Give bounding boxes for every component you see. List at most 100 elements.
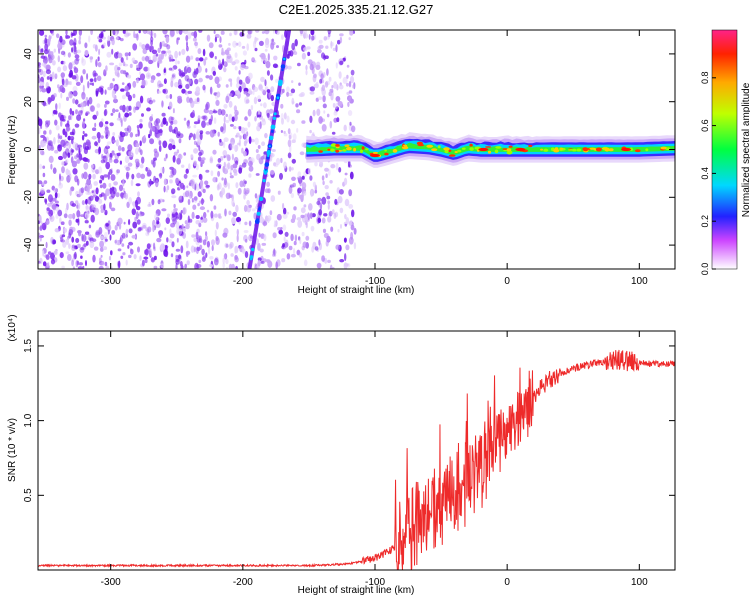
noise-speckle [38,68,42,73]
noise-speckle [229,175,234,179]
noise-speckle [60,120,63,127]
noise-speckle [290,192,295,199]
noise-speckle [38,215,42,223]
noise-speckle [195,86,201,94]
noise-speckle [215,236,219,241]
noise-speckle [63,227,68,233]
noise-speckle [160,166,165,174]
noise-speckle [181,48,186,56]
noise-speckle [103,203,106,211]
noise-speckle [282,202,285,210]
hot-spot [495,146,502,149]
noise-speckle [107,86,112,91]
noise-speckle [266,112,270,118]
noise-speckle [273,55,278,61]
noise-speckle [128,219,131,226]
noise-speckle [113,181,118,186]
noise-speckle [314,246,319,251]
noise-speckle [238,70,241,75]
noise-speckle [115,139,119,147]
noise-speckle [112,78,115,82]
noise-speckle [314,161,318,167]
noise-speckle [132,80,137,88]
noise-speckle [238,221,241,225]
noise-speckle [77,266,83,269]
noise-speckle [213,213,218,218]
hot-spot [502,148,509,150]
noise-speckle [45,241,48,249]
noise-speckle [90,30,93,35]
noise-speckle [187,198,191,206]
noise-speckle [288,245,293,251]
noise-speckle [259,248,264,253]
noise-speckle [98,33,104,39]
noise-speckle [178,84,183,89]
noise-speckle [136,196,141,205]
noise-speckle [138,61,143,70]
colorbar-gradient [711,29,738,270]
noise-speckle [129,248,133,252]
noise-speckle [209,255,214,260]
noise-speckle [192,109,195,118]
streak-blob [263,171,267,175]
noise-speckle [233,172,238,176]
noise-speckle [228,143,233,151]
noise-speckle [187,31,192,40]
noise-speckle [147,74,150,78]
noise-speckle [89,82,93,86]
noise-speckle [226,154,231,162]
colorbar-ticks: 0.0 0.2 0.4 0.6 0.8 [700,72,716,275]
noise-speckle [102,182,107,189]
hot-spot [431,148,438,152]
noise-speckle [42,165,46,169]
noise-speckle [208,246,211,255]
noise-speckle [52,167,57,174]
noise-speckle [223,177,227,186]
noise-speckle [233,30,237,36]
noise-speckle [283,236,286,242]
noise-speckle [350,69,355,76]
noise-speckle [276,213,282,221]
noise-speckle [216,93,220,97]
noise-speckle [241,248,246,254]
noise-speckle [297,62,301,67]
noise-speckle [190,245,195,253]
streak-blob [267,154,270,158]
noise-speckle [128,254,132,259]
noise-speckle [301,231,305,237]
noise-speckle [94,122,97,128]
noise-speckle [100,135,104,139]
noise-speckle [324,185,329,190]
noise-speckle [121,192,124,200]
noise-speckle [181,195,184,203]
noise-speckle [68,115,71,121]
noise-speckle [137,191,140,197]
noise-speckle [209,86,213,95]
noise-speckle [234,114,238,122]
noise-speckle [119,38,124,42]
noise-speckle [209,264,214,268]
noise-speckle [293,247,296,255]
noise-speckle [150,30,153,38]
noise-speckle [68,62,73,71]
noise-speckle [211,245,214,252]
noise-speckle [303,47,308,52]
noise-speckle [89,78,94,82]
noise-speckle [270,86,275,93]
noise-speckle [235,90,241,95]
noise-speckle [269,210,273,216]
noise-speckle [177,227,183,235]
noise-speckle [348,37,351,41]
noise-speckle [208,109,214,115]
noise-speckle [145,43,150,51]
noise-speckle [185,250,191,255]
hot-spot [589,147,596,150]
noise-speckle [283,130,286,134]
noise-speckle [310,30,315,36]
noise-speckle [237,142,240,146]
snr-ytick-label: 1.5 [23,339,34,353]
noise-speckle [111,38,115,46]
noise-speckle [143,66,149,72]
noise-speckle [221,177,224,181]
noise-speckle [343,262,348,269]
